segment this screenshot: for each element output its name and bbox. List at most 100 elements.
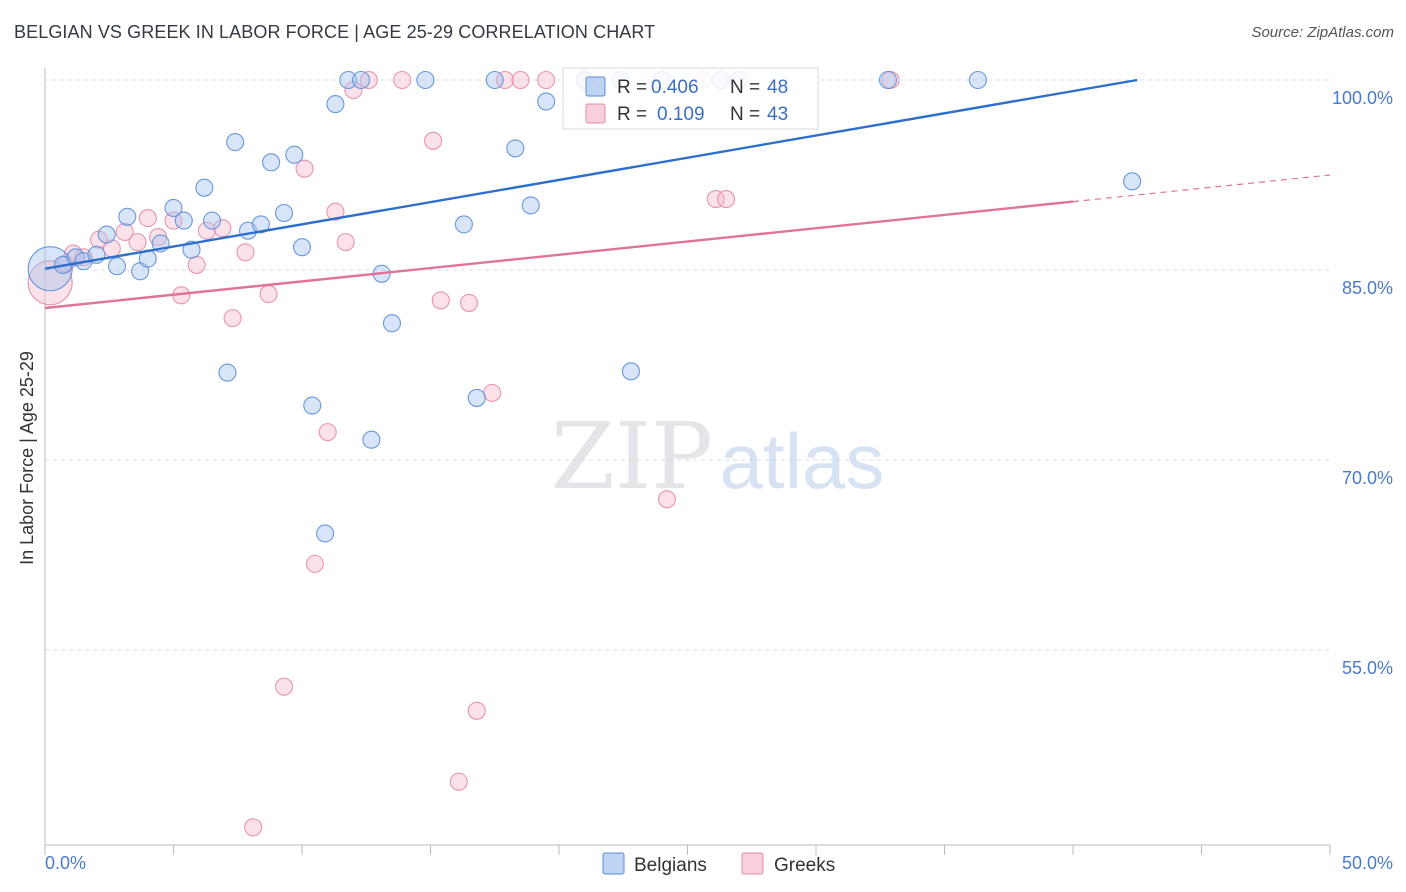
source-label: Source: ZipAtlas.com (1251, 24, 1394, 41)
belgian-point-12 (174, 211, 193, 230)
y-tick-label-0: 100.0% (1332, 88, 1393, 108)
belgians-trend-line (44, 78, 1138, 270)
stats-legend: R = 0.406 N = 48 R = 0.109 N = 43 (562, 67, 819, 130)
belgian-point-36 (506, 139, 525, 158)
y-tick-label-1: 85.0% (1342, 278, 1393, 298)
belgian-point-14 (195, 178, 214, 197)
belgian-point-5 (97, 225, 116, 244)
belgian-point-15 (203, 211, 222, 230)
belgian-point-29 (362, 430, 381, 449)
greek-point-19 (274, 677, 294, 696)
greek-point-26 (359, 70, 378, 90)
greek-point-20 (295, 159, 314, 178)
belgian-point-20 (262, 153, 281, 172)
belgian-point-16 (218, 363, 237, 382)
belgian-point-24 (303, 396, 322, 415)
legend-n-value-belgians: 48 (767, 77, 788, 98)
legend-n-label-belgians: N = (730, 77, 760, 98)
belgian-point-21 (274, 203, 294, 223)
greek-point-13 (197, 221, 216, 240)
greek-point-0 (27, 260, 73, 306)
belgian-point-6 (107, 257, 127, 276)
greek-point-40 (706, 190, 725, 209)
greek-point-15 (223, 309, 242, 328)
greek-point-7 (128, 233, 147, 252)
belgian-point-23 (292, 238, 312, 257)
belgian-point-26 (326, 95, 345, 114)
greek-point-12 (187, 255, 206, 274)
greek-point-10 (164, 211, 183, 230)
greek-point-14 (213, 219, 232, 238)
belgian-point-35 (485, 70, 504, 90)
belgian-point-7 (118, 207, 137, 226)
belgian-point-37 (521, 196, 540, 215)
y-tick-label-3: 55.0% (1342, 658, 1393, 678)
legend-n-value-greeks: 43 (767, 104, 788, 125)
greek-point-36 (537, 70, 556, 90)
greek-point-28 (424, 131, 443, 150)
belgian-point-31 (382, 314, 402, 333)
bottom-legend-swatch-greeks (741, 852, 764, 875)
chart-title: BELGIAN VS GREEK IN LABOR FORCE | AGE 25… (14, 22, 656, 42)
belgian-point-11 (164, 198, 183, 217)
greek-point-30 (449, 772, 468, 791)
legend-swatch-belgians (585, 76, 606, 97)
watermark: ZIP atlas (551, 403, 884, 510)
series-legend: Belgians Greeks (602, 852, 835, 876)
gridlines (45, 79, 1330, 651)
belgian-point-47 (1123, 172, 1142, 191)
greek-point-34 (495, 70, 515, 90)
legend-r-value-belgians: 0.406 (651, 77, 699, 98)
greek-point-21 (305, 554, 324, 573)
axes (44, 68, 1331, 855)
greek-point-41 (716, 190, 736, 209)
greek-point-38 (657, 490, 676, 509)
belgian-point-19 (251, 215, 270, 234)
legend-r-label-greeks: R = (617, 104, 647, 125)
belgian-point-25 (316, 524, 335, 543)
legend-r-label-belgians: R = (617, 77, 647, 98)
greek-point-33 (483, 383, 502, 402)
bottom-legend-label-greeks: Greeks (774, 855, 835, 876)
belgian-point-33 (454, 215, 473, 234)
greek-point-22 (318, 423, 337, 442)
greek-point-35 (511, 70, 530, 90)
greek-point-24 (336, 233, 355, 252)
x-tick-label-0: 0.0% (45, 853, 86, 873)
y-tick-label-2: 70.0% (1342, 468, 1393, 488)
y-axis-label: In Labor Force | Age 25-29 (17, 351, 37, 565)
belgian-point-41 (621, 362, 641, 381)
belgian-point-32 (416, 70, 435, 90)
greek-point-16 (236, 243, 255, 262)
greek-point-31 (459, 293, 479, 312)
watermark-atlas: atlas (720, 417, 885, 505)
greek-point-17 (244, 818, 263, 837)
belgian-point-45 (878, 70, 898, 90)
legend-n-label-greeks: N = (730, 104, 760, 125)
greek-point-29 (431, 291, 450, 310)
bottom-legend-swatch-belgians (602, 852, 625, 875)
greek-point-27 (393, 70, 412, 90)
greek-point-6 (115, 222, 134, 242)
bottom-legend-label-belgians: Belgians (634, 855, 707, 876)
greeks-trend-extension (1072, 174, 1331, 203)
watermark-zip: ZIP (551, 403, 713, 510)
greek-point-32 (467, 701, 486, 720)
belgian-point-22 (285, 145, 304, 164)
belgian-point-13 (182, 240, 201, 259)
belgian-point-46 (968, 70, 987, 90)
greek-point-25 (344, 81, 363, 100)
greek-point-8 (138, 209, 157, 228)
belgian-point-34 (467, 388, 486, 407)
y-tick-labels: 100.0% 85.0% 70.0% 55.0% (1332, 88, 1393, 678)
x-tick-label-1: 50.0% (1342, 853, 1393, 873)
greeks-trend-line (44, 200, 1074, 310)
trend-lines (44, 78, 1331, 310)
greek-point-18 (259, 285, 278, 304)
legend-swatch-greeks (585, 103, 606, 124)
belgian-point-38 (537, 92, 556, 111)
belgian-point-28 (352, 70, 371, 90)
greek-point-23 (326, 202, 345, 221)
x-tick-labels: 0.0% 50.0% (45, 853, 1393, 873)
